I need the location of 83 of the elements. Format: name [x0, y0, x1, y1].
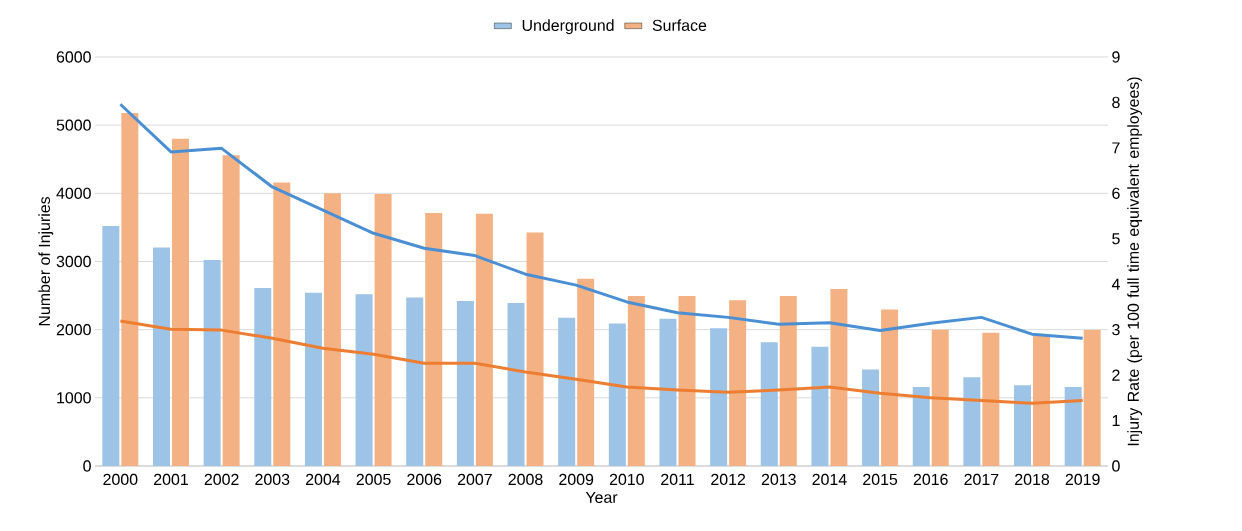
bar: [203, 260, 221, 466]
x-tick-label: 2016: [913, 473, 948, 486]
y2-tick-label: 4: [1111, 278, 1120, 290]
bar: [881, 309, 899, 466]
x-tick-label: 2018: [1015, 473, 1050, 486]
y2-tick-label: 8: [1112, 96, 1120, 109]
bar: [982, 332, 1000, 466]
bar: [222, 155, 240, 466]
x-tick-label: 2014: [812, 473, 847, 486]
bar: [425, 213, 443, 466]
bar: [678, 295, 696, 466]
x-tick-label: 2007: [457, 473, 492, 486]
bar: [475, 213, 493, 466]
bar: [608, 323, 626, 466]
x-tick-label: 2011: [661, 473, 694, 486]
bar: [577, 278, 595, 466]
x-tick-label: 2013: [761, 473, 796, 486]
y-tick-label: 4000: [56, 187, 91, 199]
y-tick-label: 1000: [57, 392, 91, 404]
bar: [830, 289, 848, 466]
y2-axis-title: Injury Rate (per 100 full time equivalent employees): [1127, 77, 1143, 446]
bar: [374, 194, 392, 466]
x-tick-label: 2001: [154, 473, 188, 486]
bar: [1014, 385, 1032, 466]
y2-tick-label: 1: [1112, 415, 1120, 427]
bar: [456, 301, 474, 466]
x-tick-label: 2005: [356, 473, 391, 486]
bar: [1033, 335, 1051, 466]
y2-tick-label: 7: [1112, 142, 1120, 154]
y-tick-label: 0: [83, 460, 91, 472]
bar: [659, 318, 677, 466]
x-tick-label: 2004: [306, 473, 341, 486]
x-tick-label: 2003: [255, 473, 290, 486]
legend-label: Underground: [522, 19, 614, 35]
bar: [152, 247, 170, 466]
bar: [627, 295, 645, 466]
bar: [862, 369, 880, 466]
y-tick-label: 3000: [56, 255, 91, 268]
x-tick-label: 2008: [508, 473, 543, 486]
y-tick-label: 6000: [56, 51, 91, 63]
x-axis-title: Year: [585, 491, 618, 503]
bar: [710, 328, 728, 466]
bar: [779, 295, 797, 466]
y2-tick-label: 2: [1112, 369, 1120, 381]
bar: [102, 226, 120, 466]
x-tick-label: 2009: [559, 473, 594, 486]
bar: [406, 297, 424, 466]
bar: [963, 377, 981, 466]
x-tick-label: 2006: [407, 473, 442, 486]
bar: [355, 294, 373, 466]
bar: [171, 138, 189, 466]
x-tick-label: 2000: [103, 473, 138, 486]
bar: [1083, 329, 1101, 466]
x-tick-label: 2015: [863, 473, 898, 486]
y-tick-label: 2000: [56, 324, 91, 336]
y-tick-label: 5000: [56, 119, 91, 131]
bar: [811, 346, 829, 466]
bar: [254, 288, 272, 466]
bar: [760, 342, 778, 466]
bar: [931, 329, 949, 466]
bar: [121, 112, 139, 466]
bar: [304, 292, 322, 466]
x-tick-label: 2019: [1065, 473, 1100, 486]
line-series: [118, 102, 1085, 340]
y2-tick-label: 5: [1112, 233, 1120, 245]
y2-tick-label: 0: [1112, 460, 1120, 472]
bar: [273, 182, 291, 466]
x-tick-label: 2002: [204, 473, 239, 486]
bar: [1064, 386, 1082, 466]
x-tick-label: 2017: [964, 473, 999, 486]
x-tick-label: 2010: [609, 473, 644, 486]
legend-label: Surface: [652, 19, 707, 31]
bar: [558, 317, 576, 466]
y2-tick-label: 3: [1112, 324, 1120, 336]
y2-tick-label: 9: [1112, 51, 1120, 63]
bar: [729, 300, 747, 466]
bar: [526, 232, 544, 466]
bar: [507, 303, 525, 466]
x-tick-label: 2012: [711, 473, 746, 486]
bar: [323, 193, 341, 466]
y2-tick-label: 6: [1112, 187, 1120, 199]
y-axis-title: Number of Injuries: [38, 196, 54, 326]
bar: [912, 386, 930, 466]
